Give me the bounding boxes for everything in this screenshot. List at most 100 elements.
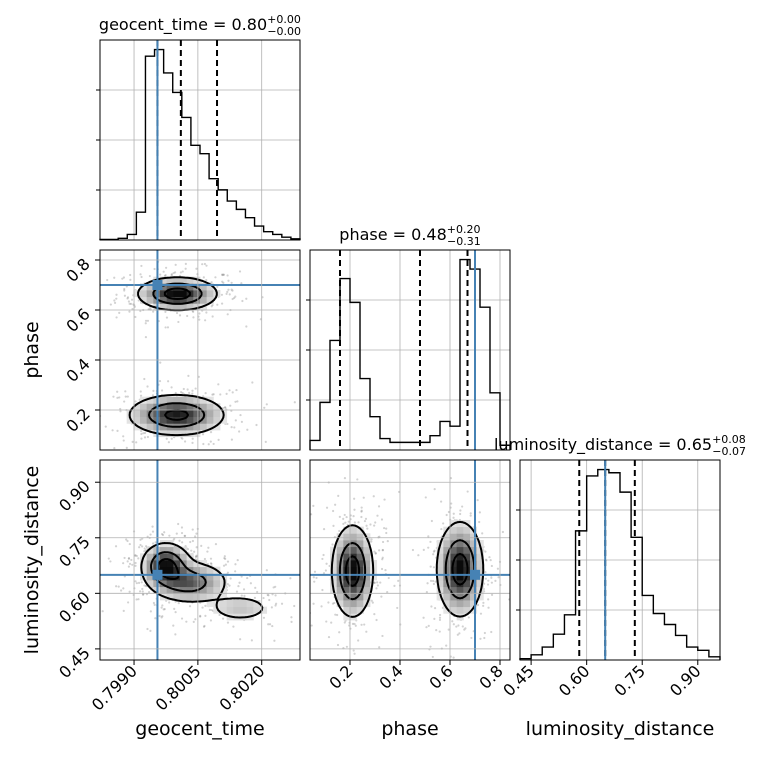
scatter-point <box>152 310 155 313</box>
xaxis-label-luminosity_distance: luminosity_distance <box>526 718 715 740</box>
density-cell <box>350 546 358 554</box>
scatter-point <box>217 438 220 441</box>
scatter-point <box>165 437 168 440</box>
yaxis-label-phase: phase <box>21 321 43 378</box>
scatter-point <box>229 577 232 580</box>
scatter-point <box>170 273 173 276</box>
scatter-point <box>230 281 233 284</box>
ytick-label-luminosity_distance: 0.45 <box>55 643 94 682</box>
scatter-point <box>167 441 170 444</box>
scatter-point <box>191 539 195 543</box>
scatter-point <box>430 605 433 608</box>
scatter-point <box>123 289 126 292</box>
density-cell <box>456 520 464 528</box>
density-cell <box>226 600 234 608</box>
scatter-point <box>97 420 99 422</box>
density-cell <box>213 403 221 411</box>
scatter-point <box>139 543 142 547</box>
scatter-point <box>240 575 243 578</box>
density-cell <box>180 410 188 418</box>
scatter-point <box>137 557 140 560</box>
scatter-point <box>337 494 340 497</box>
density-cell <box>456 600 464 608</box>
scatter-point <box>118 396 121 399</box>
scatter-point <box>163 274 167 278</box>
scatter-point <box>271 624 274 628</box>
scatter-point <box>139 390 142 393</box>
density-cell <box>180 566 188 574</box>
density-cell <box>180 396 188 404</box>
density-cell <box>233 600 241 608</box>
scatter-point <box>92 430 94 432</box>
scatter-point <box>221 280 224 283</box>
scatter-point <box>134 554 137 557</box>
scatter-point <box>178 539 181 542</box>
scatter-point <box>433 607 437 610</box>
density-cell <box>476 560 484 568</box>
scatter-point <box>143 431 147 435</box>
density-cell <box>450 600 458 608</box>
scatter-point <box>225 292 228 295</box>
truth-marker <box>470 569 480 580</box>
scatter-point <box>219 393 222 396</box>
scatter-point <box>456 633 459 636</box>
density-cell <box>206 296 214 304</box>
density-cell <box>470 546 478 554</box>
scatter-point <box>148 274 151 278</box>
density-cell <box>146 416 154 424</box>
density-cell <box>463 533 471 541</box>
scatter-point <box>125 446 128 449</box>
scatter-point <box>251 381 254 384</box>
scatter-point <box>371 601 374 604</box>
scatter-point <box>353 652 356 655</box>
density-cell <box>443 546 451 554</box>
scatter-point <box>360 506 363 509</box>
scatter-point <box>201 433 205 436</box>
scatter-point <box>209 431 213 434</box>
density-cell <box>240 606 248 614</box>
scatter-point <box>352 515 355 518</box>
density-cell <box>173 283 181 291</box>
scatter-point <box>221 273 224 277</box>
scatter-point <box>342 522 345 525</box>
density-cell <box>443 586 451 594</box>
scatter-point <box>144 585 148 588</box>
scatter-point <box>204 319 207 322</box>
density-cell <box>463 580 471 588</box>
scatter-point <box>164 310 167 314</box>
scatter-point <box>272 586 275 589</box>
scatter-point <box>233 296 236 300</box>
scatter-point <box>487 598 490 601</box>
scatter-point <box>198 312 201 315</box>
scatter-point <box>255 423 258 427</box>
scatter-point <box>159 361 162 364</box>
scatter-point <box>223 555 226 558</box>
density-cell <box>220 606 228 614</box>
scatter-point <box>152 389 155 392</box>
scatter-point <box>185 620 188 623</box>
scatter-point <box>429 565 432 568</box>
scatter-point <box>226 313 229 316</box>
panel-phase-luminosity_distance <box>310 460 510 660</box>
density-cell <box>220 593 228 601</box>
scatter-point <box>88 290 90 292</box>
scatter-point <box>212 442 215 446</box>
density-cell <box>186 423 194 431</box>
scatter-point <box>381 549 384 552</box>
scatter-point <box>447 628 450 631</box>
scatter-point <box>204 391 207 395</box>
xaxis-label-geocent_time: geocent_time <box>135 718 264 740</box>
scatter-point <box>117 585 120 588</box>
hist-step-luminosity_distance <box>519 468 721 660</box>
scatter-point <box>484 577 487 580</box>
density-cell <box>166 283 174 291</box>
scatter-point <box>160 616 163 619</box>
hist-title-luminosity_distance: luminosity_distance = 0.65+0.08 −0.07 <box>494 433 746 458</box>
scatter-point <box>160 389 164 392</box>
scatter-point <box>476 499 479 502</box>
density-cell <box>350 600 358 608</box>
scatter-point <box>429 579 433 582</box>
scatter-point <box>246 576 249 580</box>
scatter-point <box>140 432 143 436</box>
scatter-point <box>223 556 226 560</box>
